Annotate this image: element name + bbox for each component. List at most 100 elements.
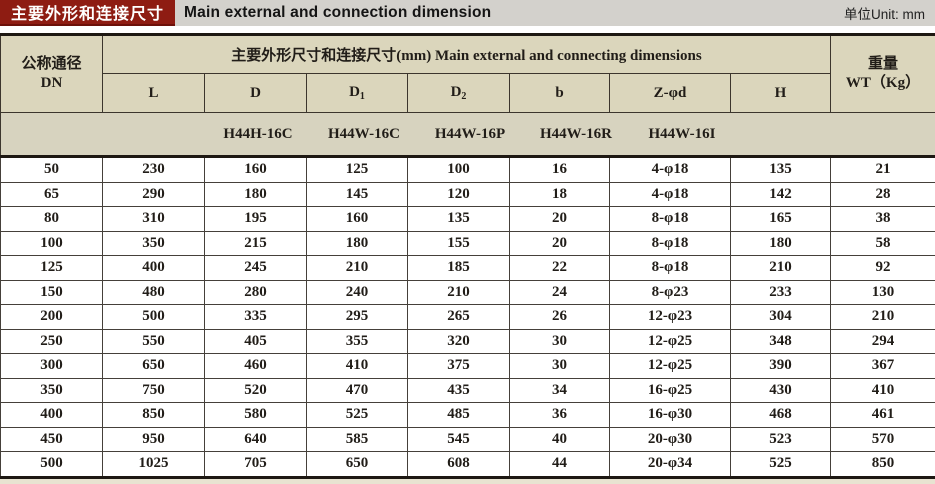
cell: 16-φ30: [610, 403, 731, 428]
cell: 320: [408, 329, 510, 354]
dimensions-table: 公称通径 DN 主要外形尺寸和连接尺寸(mm) Main external an…: [0, 33, 935, 479]
cell: 640: [205, 427, 307, 452]
cell: 461: [831, 403, 935, 428]
cell: 245: [205, 256, 307, 281]
cell: 80: [1, 207, 103, 232]
cell: 410: [307, 354, 408, 379]
cell: 16: [510, 157, 610, 183]
cell: 233: [731, 280, 831, 305]
cell: 8-φ18: [610, 231, 731, 256]
cell: 20: [510, 207, 610, 232]
cell: 367: [831, 354, 935, 379]
cell: 58: [831, 231, 935, 256]
cell: 210: [408, 280, 510, 305]
cell: 304: [731, 305, 831, 330]
cell: 335: [205, 305, 307, 330]
cell: 468: [731, 403, 831, 428]
cell: 355: [307, 329, 408, 354]
model-label: H44H-16C: [205, 126, 311, 143]
cell: 350: [1, 378, 103, 403]
cell: 250: [1, 329, 103, 354]
cell: 705: [205, 452, 307, 478]
cell: 130: [831, 280, 935, 305]
cell: 210: [731, 256, 831, 281]
cell: 230: [103, 157, 205, 183]
cell: 44: [510, 452, 610, 478]
cell: 400: [1, 403, 103, 428]
cell: 550: [103, 329, 205, 354]
cell: 145: [307, 182, 408, 207]
cell: 160: [307, 207, 408, 232]
unit-label: 单位Unit: mm: [844, 0, 935, 26]
cell: 12-φ25: [610, 354, 731, 379]
cell: 405: [205, 329, 307, 354]
cell: 240: [307, 280, 408, 305]
cell: 50: [1, 157, 103, 183]
cell: 180: [307, 231, 408, 256]
cell: 294: [831, 329, 935, 354]
cell: 950: [103, 427, 205, 452]
cell: 460: [205, 354, 307, 379]
cell: 12-φ23: [610, 305, 731, 330]
cell: 350: [103, 231, 205, 256]
model-label: H44W-16C: [311, 126, 417, 143]
cell: 450: [1, 427, 103, 452]
cell: 120: [408, 182, 510, 207]
cell: 430: [731, 378, 831, 403]
cell: 850: [103, 403, 205, 428]
cell: 485: [408, 403, 510, 428]
title-badge: 主要外形和连接尺寸: [0, 0, 175, 26]
cell: 180: [731, 231, 831, 256]
column-header-d: D: [205, 74, 307, 113]
cell: 165: [731, 207, 831, 232]
cell: 570: [831, 427, 935, 452]
cell: 12-φ25: [610, 329, 731, 354]
cell: 92: [831, 256, 935, 281]
cell: 480: [103, 280, 205, 305]
dn-label-cn: 公称通径: [1, 55, 102, 74]
column-header-d2: D2: [408, 74, 510, 113]
column-header-b: b: [510, 74, 610, 113]
cell: 20-φ30: [610, 427, 731, 452]
cell: 100: [408, 157, 510, 183]
cell: 30: [510, 329, 610, 354]
cell: 310: [103, 207, 205, 232]
cell: 30: [510, 354, 610, 379]
cell: 20: [510, 231, 610, 256]
cell: 20-φ34: [610, 452, 731, 478]
cell: 4-φ18: [610, 182, 731, 207]
cell: 18: [510, 182, 610, 207]
cell: 150: [1, 280, 103, 305]
cell: 608: [408, 452, 510, 478]
cell: 500: [103, 305, 205, 330]
cell: 650: [307, 452, 408, 478]
cell: 135: [408, 207, 510, 232]
cell: 585: [307, 427, 408, 452]
cell: 210: [831, 305, 935, 330]
cell: 180: [205, 182, 307, 207]
cell: 750: [103, 378, 205, 403]
cell: 850: [831, 452, 935, 478]
cell: 195: [205, 207, 307, 232]
model-label: H44W-16I: [629, 126, 735, 143]
cell: 390: [731, 354, 831, 379]
cell: 545: [408, 427, 510, 452]
cell: 500: [1, 452, 103, 478]
cell: 26: [510, 305, 610, 330]
cell: 348: [731, 329, 831, 354]
cell: 40: [510, 427, 610, 452]
cell: 470: [307, 378, 408, 403]
cell: 215: [205, 231, 307, 256]
cell: 280: [205, 280, 307, 305]
column-header-l: L: [103, 74, 205, 113]
cell: 34: [510, 378, 610, 403]
